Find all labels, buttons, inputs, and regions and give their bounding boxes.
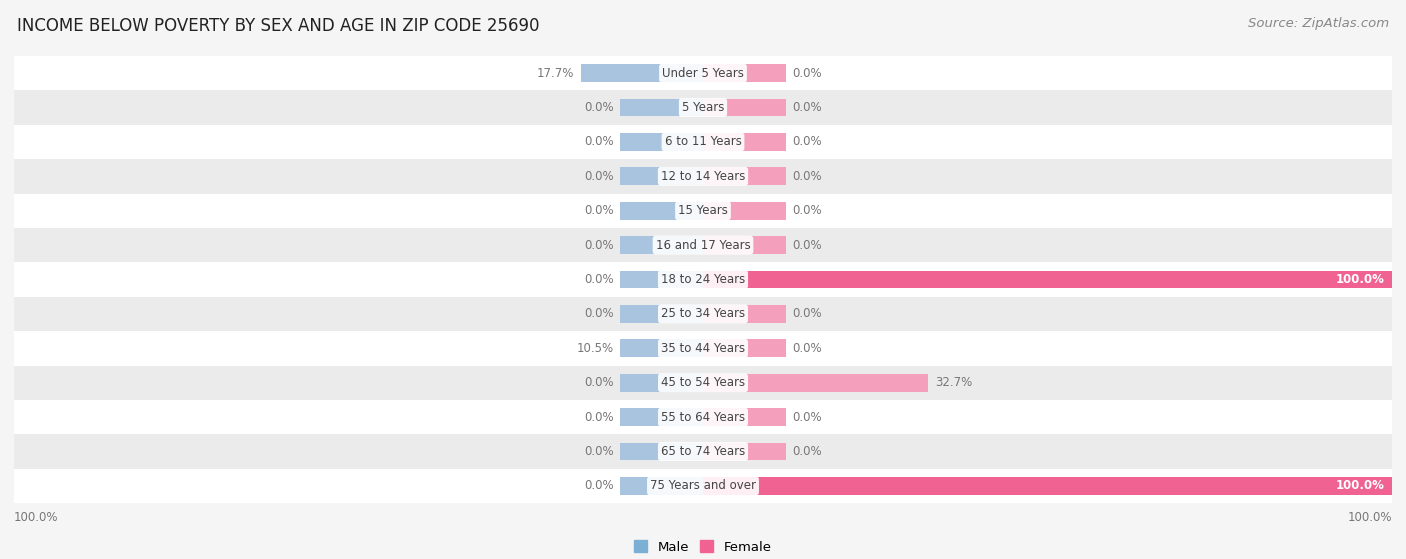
Text: 0.0%: 0.0%: [583, 480, 613, 492]
Text: 0.0%: 0.0%: [583, 307, 613, 320]
Text: 0.0%: 0.0%: [793, 239, 823, 252]
Text: 0.0%: 0.0%: [583, 239, 613, 252]
Text: 16 and 17 Years: 16 and 17 Years: [655, 239, 751, 252]
Text: 0.0%: 0.0%: [793, 101, 823, 114]
Bar: [620, 167, 703, 185]
Bar: [703, 477, 1392, 495]
Text: 5 Years: 5 Years: [682, 101, 724, 114]
Bar: [14, 468, 1392, 503]
Text: 45 to 54 Years: 45 to 54 Years: [661, 376, 745, 389]
Text: 25 to 34 Years: 25 to 34 Years: [661, 307, 745, 320]
Bar: [703, 408, 786, 426]
Text: 18 to 24 Years: 18 to 24 Years: [661, 273, 745, 286]
Text: 0.0%: 0.0%: [583, 135, 613, 148]
Bar: [14, 400, 1392, 434]
Bar: [620, 477, 703, 495]
Text: 0.0%: 0.0%: [793, 204, 823, 217]
Text: 100.0%: 100.0%: [1336, 273, 1385, 286]
Text: Under 5 Years: Under 5 Years: [662, 67, 744, 79]
Bar: [703, 477, 1392, 495]
Bar: [620, 202, 703, 220]
Bar: [620, 339, 703, 357]
Bar: [703, 271, 1392, 288]
Text: 17.7%: 17.7%: [537, 67, 574, 79]
Bar: [703, 202, 786, 220]
Bar: [703, 443, 786, 461]
Bar: [620, 443, 703, 461]
Bar: [620, 98, 703, 116]
Bar: [14, 159, 1392, 193]
Text: INCOME BELOW POVERTY BY SEX AND AGE IN ZIP CODE 25690: INCOME BELOW POVERTY BY SEX AND AGE IN Z…: [17, 17, 540, 35]
Text: 75 Years and over: 75 Years and over: [650, 480, 756, 492]
Text: 0.0%: 0.0%: [793, 307, 823, 320]
Bar: [14, 297, 1392, 331]
Bar: [620, 133, 703, 151]
Bar: [14, 193, 1392, 228]
Text: 0.0%: 0.0%: [793, 411, 823, 424]
Bar: [703, 305, 786, 323]
Bar: [14, 56, 1392, 91]
Bar: [14, 91, 1392, 125]
Text: 6 to 11 Years: 6 to 11 Years: [665, 135, 741, 148]
Text: 0.0%: 0.0%: [793, 135, 823, 148]
Text: 0.0%: 0.0%: [583, 376, 613, 389]
Text: 55 to 64 Years: 55 to 64 Years: [661, 411, 745, 424]
Text: 0.0%: 0.0%: [583, 204, 613, 217]
Text: Source: ZipAtlas.com: Source: ZipAtlas.com: [1249, 17, 1389, 30]
Text: 100.0%: 100.0%: [14, 511, 59, 524]
Bar: [14, 228, 1392, 262]
Text: 32.7%: 32.7%: [935, 376, 973, 389]
Text: 0.0%: 0.0%: [793, 67, 823, 79]
Text: 0.0%: 0.0%: [793, 445, 823, 458]
Bar: [703, 236, 786, 254]
Text: 0.0%: 0.0%: [793, 170, 823, 183]
Text: 65 to 74 Years: 65 to 74 Years: [661, 445, 745, 458]
Legend: Male, Female: Male, Female: [628, 535, 778, 559]
Bar: [703, 133, 786, 151]
Text: 100.0%: 100.0%: [1347, 511, 1392, 524]
Text: 0.0%: 0.0%: [583, 445, 613, 458]
Bar: [14, 331, 1392, 366]
Text: 10.5%: 10.5%: [576, 342, 613, 355]
Text: 0.0%: 0.0%: [583, 273, 613, 286]
Bar: [620, 236, 703, 254]
Bar: [620, 305, 703, 323]
Text: 0.0%: 0.0%: [583, 101, 613, 114]
Bar: [14, 366, 1392, 400]
Bar: [703, 271, 1392, 288]
Bar: [703, 339, 786, 357]
Bar: [703, 98, 786, 116]
Text: 0.0%: 0.0%: [583, 411, 613, 424]
Bar: [620, 374, 703, 392]
Bar: [703, 374, 928, 392]
Bar: [620, 271, 703, 288]
Bar: [703, 167, 786, 185]
Bar: [703, 64, 786, 82]
Text: 0.0%: 0.0%: [583, 170, 613, 183]
Text: 15 Years: 15 Years: [678, 204, 728, 217]
Text: 100.0%: 100.0%: [1336, 480, 1385, 492]
Bar: [581, 64, 703, 82]
Text: 0.0%: 0.0%: [793, 342, 823, 355]
Text: 35 to 44 Years: 35 to 44 Years: [661, 342, 745, 355]
Bar: [14, 125, 1392, 159]
Text: 12 to 14 Years: 12 to 14 Years: [661, 170, 745, 183]
Bar: [620, 408, 703, 426]
Bar: [14, 434, 1392, 468]
Bar: [14, 262, 1392, 297]
